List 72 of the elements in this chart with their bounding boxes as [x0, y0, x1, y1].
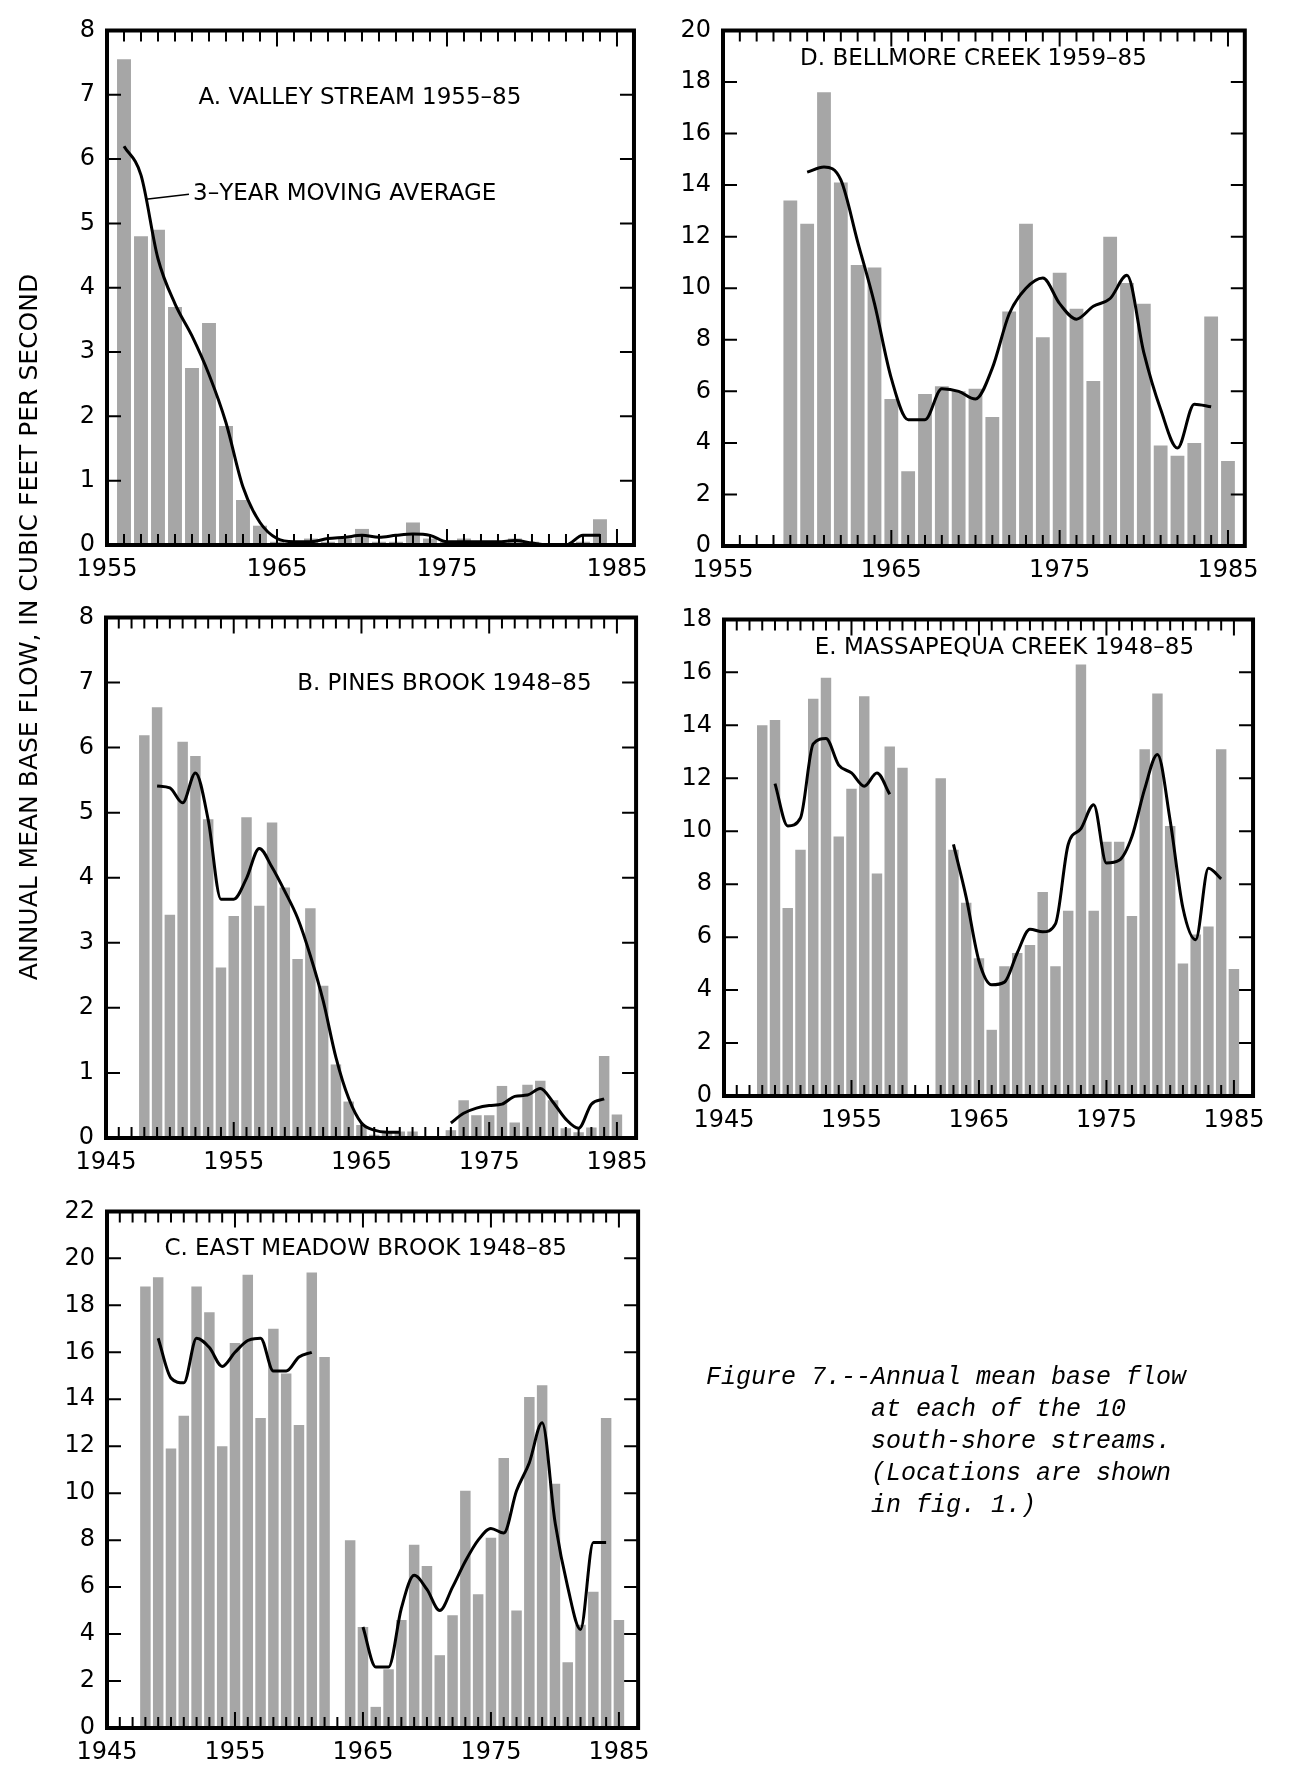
y-tick-label: 4 [695, 427, 711, 456]
x-tick-label: 1985 [1203, 1104, 1265, 1133]
y-tick-label: 1 [79, 464, 95, 493]
x-tick-label: 1985 [586, 1146, 648, 1175]
x-tick-label: 1965 [332, 1736, 394, 1765]
x-tick-label: 1975 [1075, 1104, 1137, 1133]
y-tick-label: 8 [78, 601, 94, 630]
y-tick-label: 14 [680, 169, 711, 198]
y-axis-title: ANNUAL MEAN BASE FLOW, IN CUBIC FEET PER SECOND [14, 272, 44, 983]
x-tick-label: 1975 [458, 1146, 520, 1175]
y-tick-label: 7 [79, 78, 95, 107]
x-tick-label: 1985 [588, 1736, 650, 1765]
x-tick-label: 1955 [203, 1146, 265, 1175]
y-tick-label: 2 [695, 478, 711, 507]
y-tick-label: 16 [64, 1336, 95, 1365]
x-tick-label: 1955 [204, 1736, 266, 1765]
y-tick-label: 6 [695, 375, 711, 404]
y-tick-label: 5 [78, 796, 94, 825]
y-tick-label: 20 [64, 1242, 95, 1271]
y-tick-label: 6 [78, 731, 94, 760]
y-tick-label: 4 [79, 271, 95, 300]
caption: Figure 7.--Annual mean base flow at each of the 10 south-shore streams. (Locations are shown in fig. 1.) [706, 1362, 1188, 1522]
y-tick-label: 10 [681, 815, 712, 844]
y-tick-label: 18 [680, 66, 711, 95]
y-tick-label: 2 [79, 400, 95, 429]
x-tick-label: 1975 [416, 553, 478, 582]
y-tick-label: 10 [680, 272, 711, 301]
y-tick-label: 8 [696, 868, 712, 897]
y-tick-label: 2 [79, 1665, 95, 1694]
y-tick-label: 2 [78, 992, 94, 1021]
y-tick-label: 16 [680, 117, 711, 146]
x-tick-label: 1975 [460, 1736, 522, 1765]
y-tick-label: 12 [680, 220, 711, 249]
text: E. MASSAPEQUA CREEK 1948–85 [814, 633, 1195, 660]
y-tick-label: 4 [78, 861, 94, 890]
x-tick-label: 1965 [246, 553, 308, 582]
y-tick-label: 12 [64, 1430, 95, 1459]
y-tick-label: 8 [695, 323, 711, 352]
y-tick-label: 8 [79, 1524, 95, 1553]
y-tick-label: 22 [64, 1195, 95, 1224]
y-tick-label: 14 [681, 709, 712, 738]
text: D. BELLMORE CREEK 1959–85 [800, 44, 1147, 71]
y-tick-label: 6 [79, 143, 95, 172]
y-tick-label: 6 [79, 1571, 95, 1600]
y-tick-label: 14 [64, 1383, 95, 1412]
y-tick-label: 16 [681, 656, 712, 685]
y-tick-label: 10 [64, 1477, 95, 1506]
y-tick-label: 6 [696, 921, 712, 950]
x-tick-label: 1985 [586, 553, 648, 582]
y-tick-label: 4 [79, 1618, 95, 1647]
legend-label: 3–YEAR MOVING AVERAGE [193, 179, 497, 206]
x-tick-label: 1975 [1029, 554, 1091, 583]
y-tick-label: 18 [681, 603, 712, 632]
x-tick-label: 1955 [820, 1104, 883, 1133]
x-tick-label: 1965 [948, 1104, 1010, 1133]
text: A. VALLEY STREAM 1955–85 [198, 83, 522, 110]
x-tick-label: 1965 [330, 1146, 392, 1175]
x-tick-label: 1985 [1197, 554, 1259, 583]
y-tick-label: 7 [78, 666, 94, 695]
y-tick-label: 1 [78, 1057, 94, 1086]
y-tick-label: 2 [696, 1027, 712, 1056]
text: C. EAST MEADOW BROOK 1948–85 [164, 1234, 567, 1261]
y-tick-label: 18 [64, 1289, 95, 1318]
y-tick-label: 3 [78, 927, 94, 956]
y-tick-label: 3 [79, 336, 95, 365]
y-tick-label: 8 [79, 14, 95, 43]
x-tick-label: 1965 [860, 554, 922, 583]
y-tick-label: 4 [696, 974, 712, 1003]
y-tick-label: 12 [681, 762, 712, 791]
y-tick-label: 5 [79, 207, 95, 236]
text: B. PINES BROOK 1948–85 [297, 669, 592, 696]
y-tick-label: 20 [680, 14, 711, 43]
